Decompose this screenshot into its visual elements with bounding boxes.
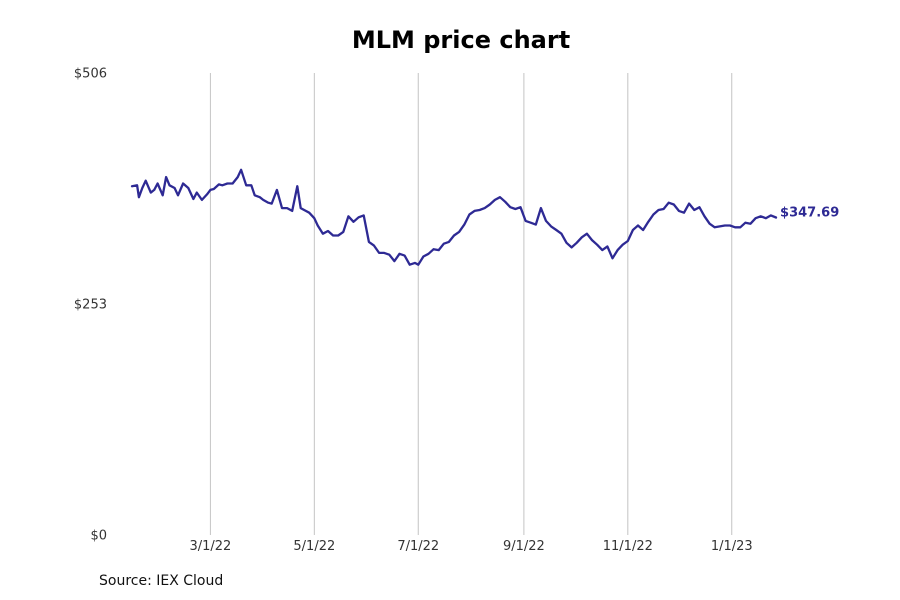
x-gridlines — [209, 73, 733, 535]
x-tick-label: 3/1/22 — [189, 539, 231, 554]
y-tick-label: $253 — [74, 298, 107, 313]
x-tick-label: 1/1/23 — [711, 539, 753, 554]
x-tick-label: 7/1/22 — [397, 539, 439, 554]
y-tick-label: $0 — [90, 529, 107, 544]
chart-title: MLM price chart — [351, 26, 571, 54]
price-series-line — [130, 168, 778, 266]
price-line-chart: $0 $253 $506 3/1/22 5/1/22 7/1/22 9/1/22 11/1/… — [74, 67, 839, 555]
y-tick-labels: $0 $253 $506 — [74, 67, 107, 544]
source-note: Source: IEX Cloud — [99, 573, 224, 589]
x-tick-label: 9/1/22 — [503, 539, 545, 554]
x-tick-label: 11/1/22 — [603, 539, 653, 554]
x-tick-labels: 3/1/22 5/1/22 7/1/22 9/1/22 11/1/22 1/1/23 — [189, 539, 752, 554]
y-tick-label: $506 — [74, 67, 107, 82]
last-price-label: $347.69 — [780, 206, 839, 221]
x-tick-label: 5/1/22 — [293, 539, 335, 554]
